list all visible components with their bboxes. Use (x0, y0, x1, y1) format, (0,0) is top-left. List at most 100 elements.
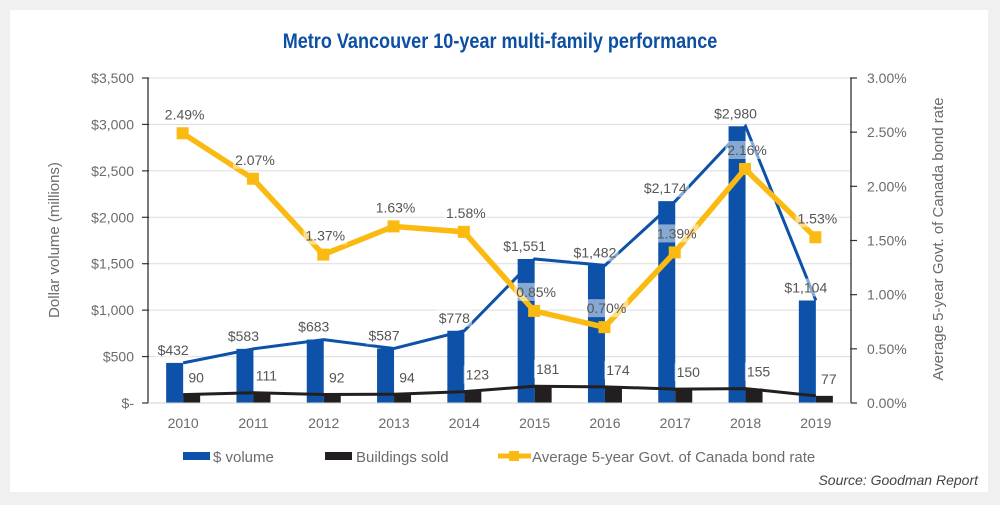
y2-tick-label: 0.50% (867, 341, 907, 357)
marker-bond-rate (176, 127, 189, 140)
bar-buildings (183, 394, 201, 403)
data-label-bg (654, 224, 699, 243)
bar-buildings (394, 394, 412, 403)
legend-label-buildings: Buildings sold (356, 449, 449, 466)
bar-volume (377, 348, 395, 403)
y2-axis-title: Average 5-year Govt. of Canada bond rate (930, 97, 947, 380)
marker-bond-rate (457, 225, 470, 238)
y-tick-label: $1,500 (91, 256, 134, 272)
y2-tick-label: 2.50% (867, 124, 907, 140)
data-label: $683 (298, 319, 329, 335)
y-tick-label: $3,500 (91, 70, 134, 86)
x-tick-label: 2011 (238, 415, 268, 431)
data-label: $587 (368, 327, 399, 343)
source-note: Source: Goodman Report (818, 472, 979, 488)
data-label-bg (819, 369, 839, 388)
data-label: 155 (747, 364, 771, 380)
legend-swatch-volume (183, 452, 210, 460)
x-tick-label: 2018 (730, 415, 761, 431)
y-axis-title: Dollar volume (millions) (46, 162, 63, 318)
bar-volume (798, 300, 816, 403)
y-tick-label: $1,000 (91, 302, 134, 318)
x-tick-label: 2010 (168, 415, 199, 431)
data-label: 174 (606, 362, 630, 378)
bar-buildings (534, 386, 552, 403)
bar-buildings (253, 392, 271, 403)
legend-label-bond-rate: Average 5-year Govt. of Canada bond rate (532, 449, 815, 466)
marker-bond-rate (387, 220, 400, 233)
data-label: 92 (329, 369, 345, 385)
line-bond-rate (181, 130, 818, 331)
y2-tick-label: 0.00% (867, 395, 907, 411)
data-label: 77 (821, 371, 837, 387)
data-label-bg (303, 226, 348, 245)
data-label: 2.16% (727, 142, 767, 158)
x-tick-label: 2015 (519, 415, 550, 431)
y-tick-label: $2,000 (91, 209, 134, 225)
marker-bond-rate (598, 321, 611, 334)
bar-buildings (464, 391, 482, 403)
data-label: 1.37% (305, 228, 345, 244)
marker-bond-rate (246, 172, 259, 185)
bar-buildings (323, 394, 341, 403)
data-label: 0.70% (587, 300, 627, 316)
legend-label-volume: $ volume (213, 449, 274, 466)
data-label: 111 (256, 368, 277, 384)
marker-bond-rate (809, 231, 822, 244)
data-label-bg (366, 326, 402, 345)
data-label-bg (443, 203, 488, 222)
data-label: $432 (158, 342, 189, 358)
y2-tick-label: 2.00% (867, 178, 907, 194)
data-label-bg (533, 360, 562, 379)
chart-title: Metro Vancouver 10-year multi-family per… (282, 30, 718, 53)
y2-tick-label: 3.00% (867, 70, 907, 86)
data-label-bg (725, 141, 769, 159)
axes: $- $500 $1,000 $1,500 $2,000 $2,500 $3,000 $3,5… (91, 70, 907, 431)
legend-swatch-bond-rate-marker (509, 451, 519, 461)
x-tick-label: 2017 (660, 415, 691, 431)
data-label-bg (296, 317, 332, 336)
bar-buildings (675, 389, 693, 403)
bar-buildings (815, 395, 833, 403)
data-label: $1,104 (784, 279, 827, 295)
bar-volume (236, 348, 254, 403)
data-label-bg (162, 105, 207, 124)
data-label: $2,174 (644, 180, 687, 196)
data-label: 2.49% (165, 106, 205, 122)
data-label: 150 (677, 364, 701, 380)
y-tick-label: $2,500 (91, 163, 134, 179)
data-label-bg (253, 366, 280, 385)
data-label-bg (571, 243, 619, 262)
marker-bond-rate (739, 163, 752, 175)
lines (176, 123, 822, 398)
data-label-bg (782, 278, 830, 297)
chart-card (10, 10, 988, 492)
data-labels: $432 90 2.49% $583 111 2.07% $683 92 1.37% $587 94… (155, 104, 840, 388)
x-tick-label: 2014 (449, 415, 480, 431)
y-tick-label: $3,000 (91, 116, 134, 132)
data-label-bg (514, 282, 559, 301)
data-label-bg (641, 179, 689, 198)
data-label-bg (326, 368, 347, 387)
x-tick-label: 2013 (378, 415, 409, 431)
data-label-bg (373, 198, 418, 217)
data-label: 1.53% (797, 210, 837, 226)
legend-swatch-buildings (325, 452, 352, 460)
bar-volume (306, 339, 324, 403)
bar-buildings (604, 386, 622, 403)
data-label: 123 (466, 367, 490, 383)
y-tick-label: $- (122, 395, 135, 411)
data-label: 1.39% (657, 225, 697, 241)
data-label-bg (186, 368, 207, 387)
x-tick-label: 2012 (308, 415, 339, 431)
bar-buildings (745, 388, 763, 403)
data-label-bg (225, 326, 262, 345)
data-label-bg (397, 368, 418, 387)
line-volume (182, 123, 818, 365)
bar-volume (447, 330, 465, 403)
y2-tick-label: 1.00% (867, 287, 907, 303)
data-label: 1.58% (446, 205, 486, 221)
data-label: 2.07% (235, 152, 275, 168)
data-label-bg (744, 362, 773, 381)
